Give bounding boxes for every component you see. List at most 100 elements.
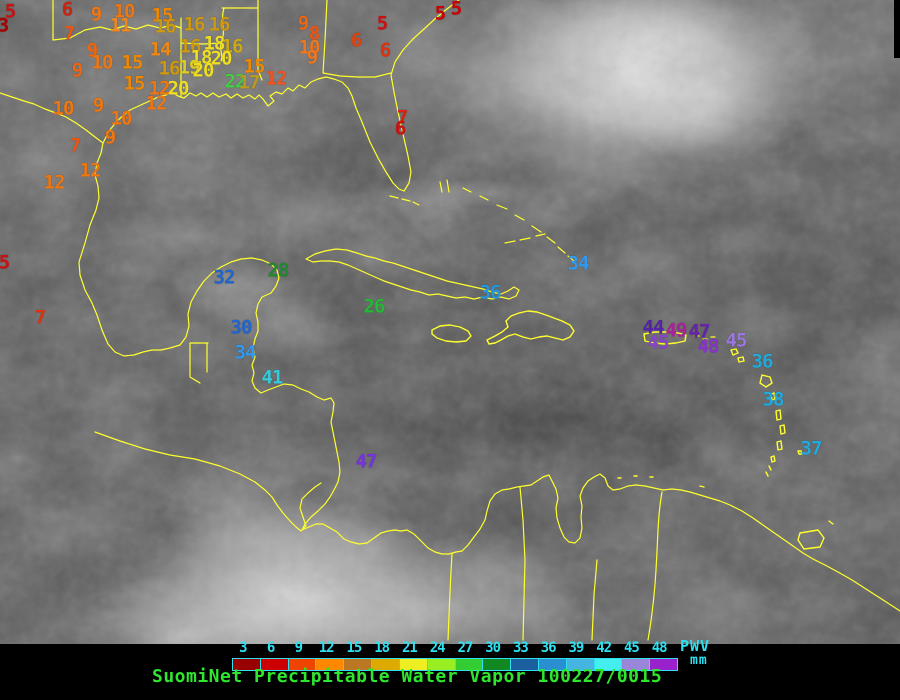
station-pwv-value: 41 bbox=[261, 366, 284, 389]
station-pwv-value: 15 bbox=[151, 4, 174, 27]
coastlines-layer bbox=[0, 0, 900, 641]
jamaica bbox=[431, 324, 472, 343]
product-title: SuomiNet Precipitable Water Vapor 100227… bbox=[152, 666, 663, 687]
colorbar-segment bbox=[372, 659, 400, 670]
station-pwv-value: 7 bbox=[34, 306, 46, 329]
station-pwv-value: 32 bbox=[213, 266, 236, 289]
station-pwv-value: 8 bbox=[308, 22, 320, 45]
station-pwv-value: 17 bbox=[238, 71, 261, 94]
station-pwv-value: 6 bbox=[350, 29, 362, 52]
colorbar bbox=[232, 658, 678, 671]
station-pwv-value: 5 bbox=[0, 251, 10, 274]
station-pwv-value: 15 bbox=[243, 55, 266, 78]
station-pwv-value: 18 bbox=[203, 32, 226, 55]
venezuela-coastline bbox=[530, 473, 900, 612]
station-pwv-value: 20 bbox=[210, 47, 233, 70]
pacific-coastline bbox=[94, 431, 322, 532]
station-pwv-value: 9 bbox=[92, 94, 104, 117]
station-pwv-value: 15 bbox=[123, 72, 146, 95]
puerto-rico bbox=[643, 331, 687, 345]
yucatan-coastline bbox=[179, 257, 280, 389]
colorbar-segment bbox=[455, 659, 484, 670]
colorbar-segment bbox=[427, 659, 456, 670]
colorbar-tick-label: 6 bbox=[266, 640, 275, 656]
colorbar-tick-label: 15 bbox=[346, 640, 362, 656]
colorbar-tick-label: 33 bbox=[512, 640, 529, 656]
station-pwv-value: 47 bbox=[355, 450, 378, 473]
colorbar-tick-label: 12 bbox=[318, 640, 335, 656]
station-pwv-value: 16 bbox=[183, 13, 206, 36]
station-pwv-value: 9 bbox=[90, 3, 102, 26]
colorbar-segment bbox=[622, 659, 651, 670]
station-pwv-value: 19 bbox=[178, 56, 201, 79]
colorbar-tick-label: 9 bbox=[294, 640, 303, 656]
colorbar-segment bbox=[566, 659, 595, 670]
colorbar-segment bbox=[399, 659, 428, 670]
station-pwv-value: 7 bbox=[63, 22, 75, 45]
colorbar-segment bbox=[233, 659, 261, 670]
colorbar-segment bbox=[650, 659, 677, 670]
station-pwv-value: 16 bbox=[179, 35, 202, 58]
station-pwv-value: 12 bbox=[145, 92, 168, 115]
station-pwv-value: 47 bbox=[688, 320, 711, 343]
virgin-islands bbox=[694, 335, 716, 340]
station-pwv-value: 36 bbox=[751, 350, 774, 373]
colorbar-tick-label: 3 bbox=[239, 640, 247, 656]
station-pwv-value: 48 bbox=[697, 335, 720, 358]
colorbar-segment bbox=[538, 659, 567, 670]
station-pwv-value: 6 bbox=[394, 117, 406, 140]
colorbar-tick-label: 18 bbox=[374, 640, 390, 656]
colorbar-tick-label: 30 bbox=[485, 640, 501, 656]
station-pwv-value: 9 bbox=[86, 39, 98, 62]
station-pwv-value: 12 bbox=[79, 159, 102, 182]
station-pwv-value: 7 bbox=[69, 134, 81, 157]
colorbar-segment bbox=[511, 659, 539, 670]
station-pwv-value: 12 bbox=[43, 171, 66, 194]
colorbar-segment bbox=[594, 659, 623, 670]
unit-label-pwv: PWV bbox=[680, 637, 711, 655]
colorbar-tick-label: 21 bbox=[401, 640, 418, 656]
station-pwv-value: 6 bbox=[379, 39, 391, 62]
panama-colombia-border bbox=[447, 553, 453, 641]
station-pwv-value: 11 bbox=[109, 14, 132, 37]
station-pwv-value: 5 bbox=[376, 12, 388, 35]
trinidad bbox=[617, 475, 834, 550]
colorbar-segment bbox=[483, 659, 512, 670]
station-pwv-value: 44 bbox=[642, 316, 665, 339]
station-pwv-value: 49 bbox=[665, 319, 688, 342]
colombia-coastline bbox=[461, 484, 532, 552]
station-pwv-value: 9 bbox=[71, 59, 83, 82]
hispaniola bbox=[486, 310, 575, 345]
florida-keys bbox=[389, 195, 420, 206]
colorbar-tick-label: 48 bbox=[651, 640, 668, 656]
us-coastline bbox=[102, 76, 405, 192]
station-pwv-value: 45 bbox=[725, 329, 748, 352]
panama-coastline bbox=[301, 523, 463, 555]
station-pwv-value: 9 bbox=[104, 126, 116, 149]
station-pwv-value: 16 bbox=[158, 57, 181, 80]
station-pwv-value: 45 bbox=[647, 331, 670, 354]
scan-edge bbox=[894, 0, 900, 58]
station-pwv-value: 12 bbox=[148, 77, 171, 100]
bahamas bbox=[439, 179, 575, 262]
station-pwv-value: 38 bbox=[762, 388, 785, 411]
station-pwv-value: 9 bbox=[306, 46, 318, 69]
station-pwv-value: 34 bbox=[234, 341, 257, 364]
station-pwv-value: 12 bbox=[265, 67, 288, 90]
station-pwv-value: 10 bbox=[91, 51, 114, 74]
station-pwv-value: 36 bbox=[479, 281, 502, 304]
station-pwv-value: 18 bbox=[190, 46, 213, 69]
station-pwv-value: 22 bbox=[224, 70, 247, 93]
mexico-coastline bbox=[0, 92, 181, 357]
lesser-antilles bbox=[730, 348, 803, 477]
colorbar-segment bbox=[316, 659, 345, 670]
station-pwv-value: 16 bbox=[208, 13, 231, 36]
colorbar-tick-label: 24 bbox=[429, 640, 446, 656]
station-pwv-value: 16 bbox=[221, 35, 244, 58]
station-pwv-value: 5 bbox=[4, 0, 16, 23]
station-pwv-value: 5 bbox=[450, 0, 462, 20]
colorbar-segment bbox=[288, 659, 317, 670]
yucatan-borders bbox=[189, 342, 209, 384]
colorbar-tick-label: 27 bbox=[457, 640, 473, 656]
